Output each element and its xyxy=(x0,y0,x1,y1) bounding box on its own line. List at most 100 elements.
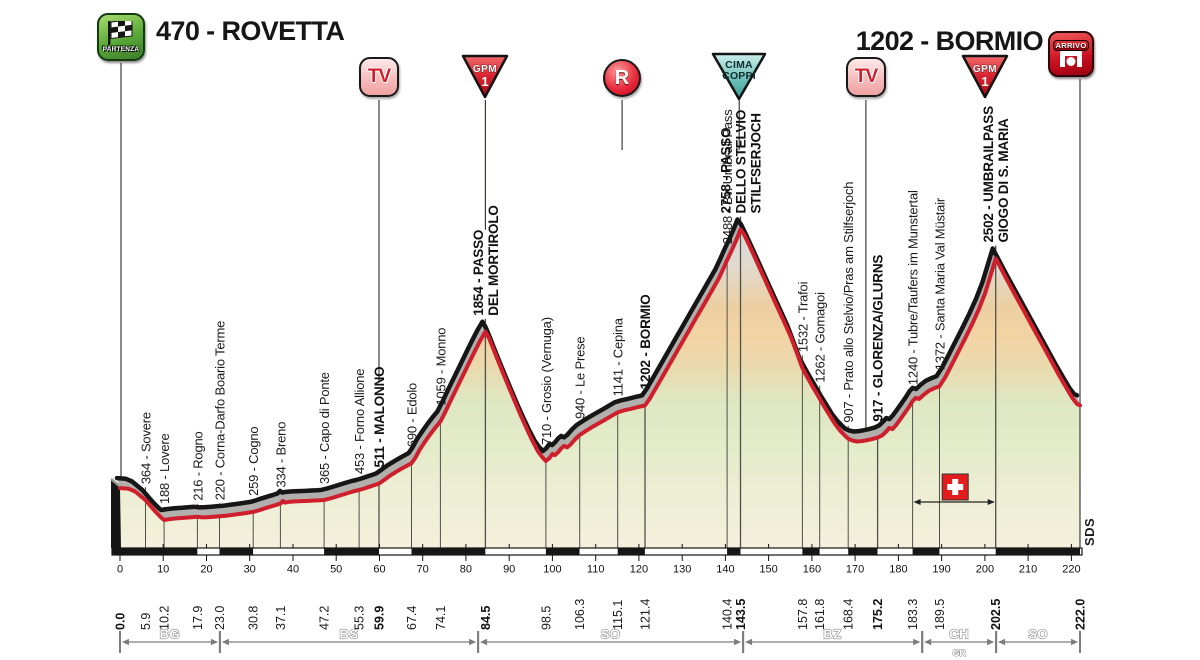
axis-tick-label: 110 xyxy=(587,564,605,576)
gpm-label: GPM xyxy=(973,64,997,75)
km-value-label: 17.9 xyxy=(191,606,205,630)
axis-tick-label: 220 xyxy=(1062,564,1080,576)
axis-tick-label: 10 xyxy=(157,564,169,576)
axis-tick-label: 140 xyxy=(716,564,734,576)
tv-label: TV xyxy=(367,66,391,87)
cima-coppi-marker-icon: CIMA COPPI xyxy=(711,51,767,101)
waypoint-label: 710 - Grosio (Vernuga) xyxy=(539,317,554,445)
waypoint-label: 365 - Capo di Ponte xyxy=(317,372,332,484)
waypoint-label: 2758 - PASSODELLO STELVIOSTILFSERJOCH xyxy=(719,110,764,214)
axis-tick-label: 20 xyxy=(200,564,212,576)
waypoint-label: 907 - Prato allo Stelvio/Pras am Stilfse… xyxy=(841,182,856,423)
province-label: CH xyxy=(949,627,969,642)
km-value-label: 10.2 xyxy=(158,606,172,630)
checkered-flag-icon xyxy=(108,21,133,45)
waypoint-label: 216 - Rogno xyxy=(190,431,205,500)
finish-title: 1202 - BORMIO xyxy=(855,26,1044,56)
km-value-label: 140.4 xyxy=(721,599,735,630)
km-value-label: 168.4 xyxy=(842,599,856,630)
km-value-label: 23.0 xyxy=(213,606,227,630)
waypoint-label: 2502 - UMBRAILPASSGIOGO DI S. MARIA xyxy=(981,106,1011,243)
km-value-label: 106.3 xyxy=(573,599,587,630)
axis-tick-label: 130 xyxy=(673,564,691,576)
tv-marker-icon: TV xyxy=(359,57,399,97)
province-label: SO xyxy=(601,627,621,642)
axis-tick-label: 190 xyxy=(932,564,950,576)
axis-tick-label: 120 xyxy=(630,564,648,576)
km-value-label: 98.5 xyxy=(539,606,553,630)
partenza-label: PARTENZA xyxy=(102,46,140,53)
gpm-label: GPM xyxy=(473,64,497,75)
waypoint-label: 220 - Corna-Darfo Boario Terme xyxy=(213,321,228,500)
axis-tick-label: 100 xyxy=(543,564,561,576)
axis-tick-label: 70 xyxy=(417,564,429,576)
partenza-start-icon: PARTENZA xyxy=(97,13,145,61)
axis-tick-label: 80 xyxy=(460,564,472,576)
axis-tick-label: 170 xyxy=(846,564,864,576)
finish-gate-icon xyxy=(1060,50,1082,67)
waypoint-label: 1854 - PASSODEL MORTIROLO xyxy=(471,205,501,315)
axis-tick-label: 30 xyxy=(244,564,256,576)
refreshment-label: R xyxy=(614,66,630,89)
km-value-label: 0.0 xyxy=(114,613,128,630)
cima-coppi-line2: COPPI xyxy=(722,70,756,82)
waypoint-label: 2488 - Bv. Umbrail Pass xyxy=(720,109,735,244)
km-value-label: 30.8 xyxy=(247,606,261,630)
swiss-flag-icon xyxy=(941,473,969,501)
waypoint-label: 334 - Breno xyxy=(273,422,288,488)
province-label: SO xyxy=(1028,627,1048,642)
waypoint-label: 188 - Lovere xyxy=(157,433,172,504)
waypoint-label: 1240 - Tubre/Taufers im Munstertal xyxy=(906,190,921,385)
gpm-marker-icon: GPM 1 xyxy=(461,53,509,99)
start-title: 470 - ROVETTA xyxy=(156,16,345,46)
province-label: BG xyxy=(160,627,181,642)
waypoint-label: 364 - Sovere xyxy=(139,412,154,484)
waypoint-label: 511 - MALONNO xyxy=(372,367,387,468)
axis-tick-label: 60 xyxy=(373,564,385,576)
gpm-category: 1 xyxy=(981,74,988,89)
km-value-label: 222.0 xyxy=(1074,599,1088,630)
axis-tick-label: 50 xyxy=(330,564,342,576)
province-label: BZ xyxy=(823,627,841,642)
waypoint-label: 259 - Cogno xyxy=(246,427,261,496)
profile-outline xyxy=(114,217,1080,513)
km-value-label: 59.9 xyxy=(373,606,387,630)
km-value-label: 67.4 xyxy=(405,606,419,630)
start-cliff xyxy=(111,479,122,548)
waypoint-label: 1202 - BORMIO xyxy=(638,294,653,389)
km-value-label: 161.8 xyxy=(813,599,827,630)
axis-tick-label: 180 xyxy=(889,564,907,576)
tv-label: TV xyxy=(854,66,878,87)
km-value-label: 5.9 xyxy=(139,613,153,630)
km-value-label: 115.1 xyxy=(611,600,625,630)
axis-tick-label: 150 xyxy=(759,564,777,576)
waypoint-label: 1532 - Trafoi xyxy=(795,281,810,352)
km-value-label: 175.2 xyxy=(871,599,885,630)
tv-marker-icon: TV xyxy=(846,57,886,97)
axis-tick-label: 210 xyxy=(1019,564,1037,576)
waypoint-label: 917 - GLORENZA/GLURNS xyxy=(871,255,886,422)
axis-tick-label: 90 xyxy=(503,564,515,576)
axis-tick-label: 40 xyxy=(287,564,299,576)
waypoint-label: 1059 - Monno xyxy=(433,328,448,406)
axis-tick-label: 160 xyxy=(803,564,821,576)
waypoint-label: 1372 - Santa Maria Val Müstair xyxy=(933,197,948,370)
km-value-label: 47.2 xyxy=(318,606,332,630)
refreshment-marker-icon: R xyxy=(603,59,641,97)
km-value-label: 157.8 xyxy=(796,599,810,630)
cima-coppi-line1: CIMA xyxy=(725,59,753,71)
km-value-label: 74.1 xyxy=(434,606,448,630)
km-value-label: 37.1 xyxy=(274,606,288,630)
km-value-label: 143.5 xyxy=(734,599,748,630)
gpm-category: 1 xyxy=(481,74,488,89)
waypoint-label: 690 - Edolo xyxy=(405,383,420,447)
distance-scale-bar xyxy=(111,547,1083,556)
profile-red-line xyxy=(118,227,1082,522)
gpm-marker-icon: GPM 1 xyxy=(961,53,1009,99)
km-value-label: 202.5 xyxy=(989,599,1003,630)
km-value-label: 189.5 xyxy=(933,599,947,630)
waypoint-label: 1262 - Gomagoi xyxy=(813,292,828,383)
province-label: BS xyxy=(339,627,358,642)
